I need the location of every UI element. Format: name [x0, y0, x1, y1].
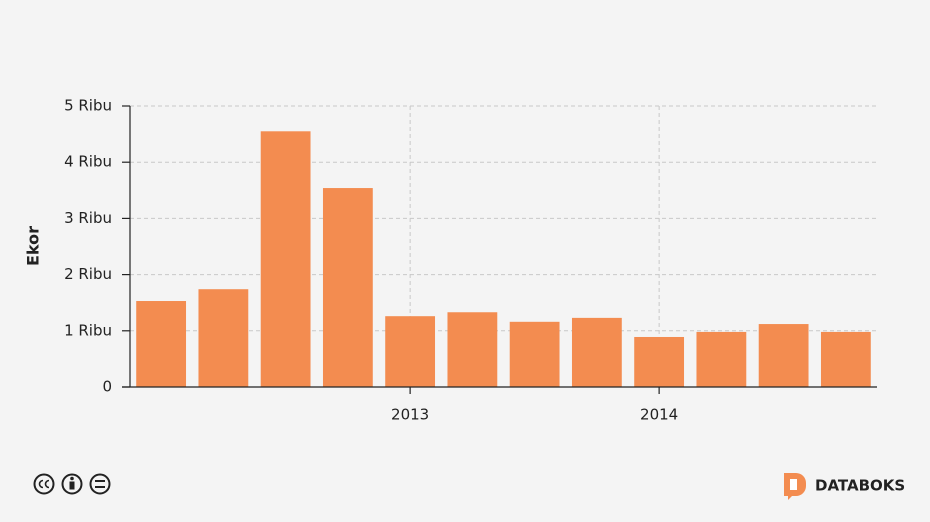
- x-tick-label: 2013: [391, 406, 429, 424]
- y-tick-label: 1 Ribu: [64, 321, 112, 339]
- bar: [260, 131, 311, 387]
- bar: [571, 317, 622, 387]
- bar: [696, 331, 747, 387]
- y-tick-label: 3 Ribu: [64, 209, 112, 227]
- brand-name: DATABOKS: [815, 477, 905, 495]
- bar: [634, 336, 685, 387]
- y-tick-label: 4 Ribu: [64, 153, 112, 171]
- y-tick-label: 0: [102, 378, 112, 396]
- bar: [385, 316, 436, 387]
- license-icons: [33, 473, 111, 495]
- bar: [509, 321, 560, 387]
- bar: [198, 289, 249, 387]
- bar: [136, 301, 187, 387]
- y-tick-label: 2 Ribu: [64, 265, 112, 283]
- x-tick-label: 2014: [640, 406, 678, 424]
- bar: [820, 331, 871, 387]
- bar: [758, 324, 809, 387]
- brand-logo-inner: [790, 479, 797, 490]
- y-tick-label: 5 Ribu: [64, 97, 112, 115]
- bar: [447, 312, 498, 387]
- bar: [322, 188, 373, 387]
- y-axis-label: Ekor: [24, 226, 43, 266]
